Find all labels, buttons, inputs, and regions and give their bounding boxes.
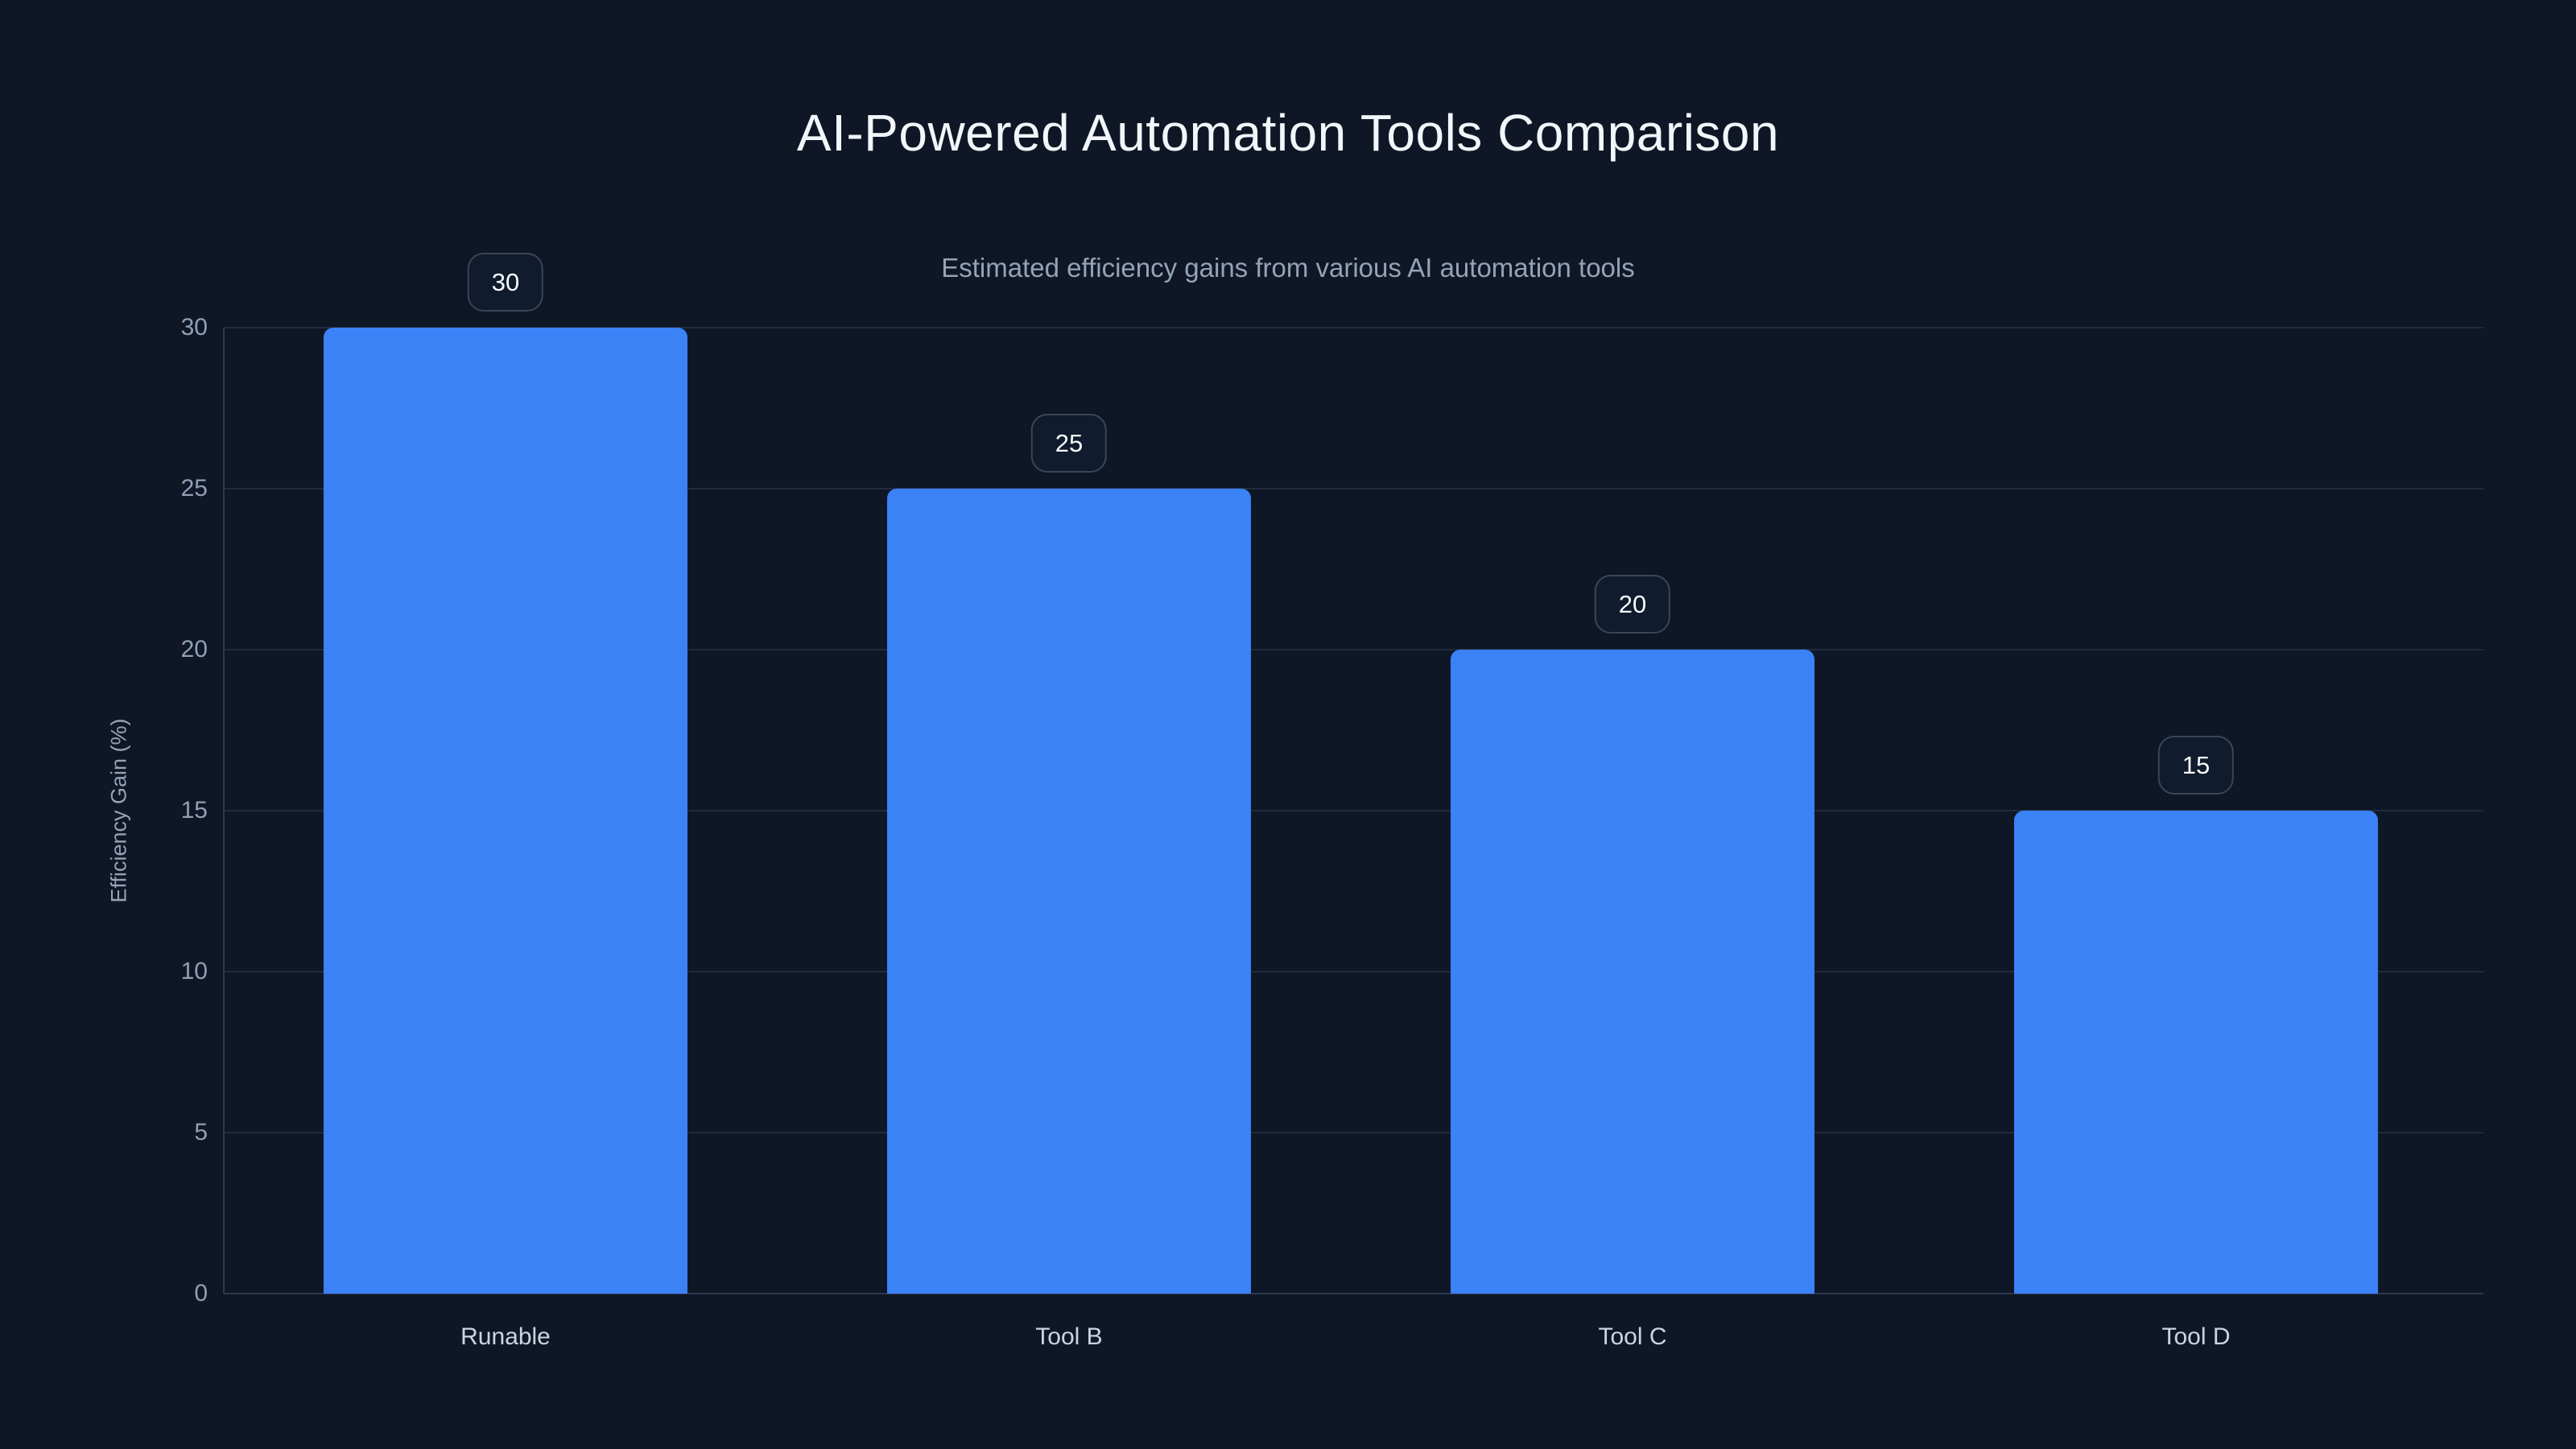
value-label-tool-c: 20 [1594, 575, 1671, 634]
gridline-y25 [224, 488, 2483, 489]
x-tick-label-runable: Runable [460, 1323, 551, 1350]
y-axis-line [223, 328, 225, 1294]
bar-runable[interactable] [324, 328, 687, 1294]
y-tick-label-10: 10 [180, 958, 208, 985]
value-label-tool-d: 15 [2157, 736, 2235, 795]
y-tick-label-0: 0 [194, 1280, 208, 1307]
value-label-runable: 30 [467, 253, 544, 312]
x-tick-label-tool-b: Tool B [1035, 1323, 1103, 1350]
value-label-tool-b: 25 [1030, 414, 1108, 473]
y-tick-label-20: 20 [180, 636, 208, 663]
gridline-y5 [224, 1132, 2483, 1133]
y-tick-label-30: 30 [180, 314, 208, 341]
gridline-y20 [224, 649, 2483, 650]
gridline-y10 [224, 971, 2483, 972]
gridline-y30 [224, 327, 2483, 328]
bar-tool-c[interactable] [1451, 650, 1814, 1294]
x-tick-label-tool-d: Tool D [2161, 1323, 2231, 1350]
y-tick-label-5: 5 [194, 1119, 208, 1146]
bar-tool-b[interactable] [887, 489, 1251, 1294]
gridline-y15 [224, 810, 2483, 811]
y-tick-label-15: 15 [180, 797, 208, 824]
bar-tool-d[interactable] [2014, 811, 2378, 1294]
x-axis-line [224, 1293, 2483, 1294]
chart-title: AI-Powered Automation Tools Comparison [796, 104, 1780, 162]
chart-subtitle: Estimated efficiency gains from various … [941, 253, 1635, 283]
x-tick-label-tool-c: Tool C [1598, 1323, 1667, 1350]
y-tick-label-25: 25 [180, 475, 208, 502]
